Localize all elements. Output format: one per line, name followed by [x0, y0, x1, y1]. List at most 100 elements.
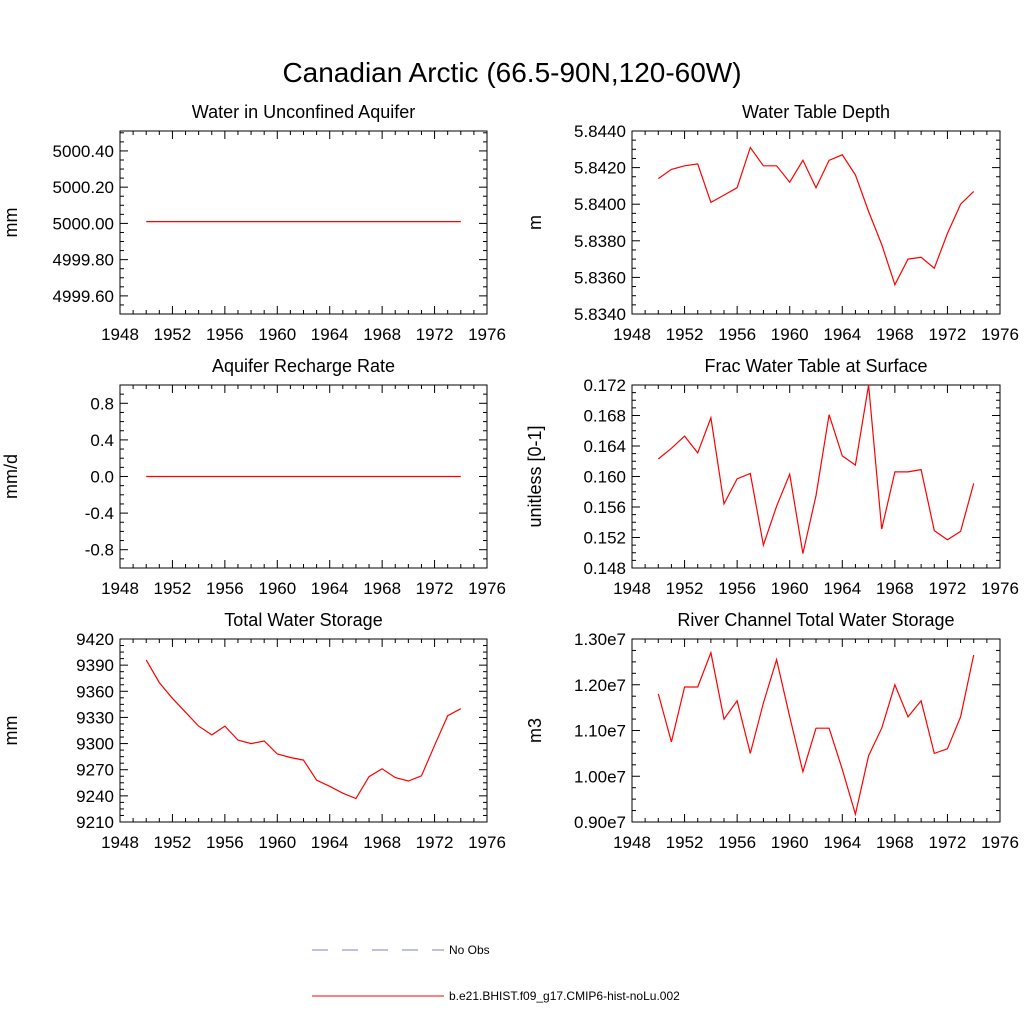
- frac-water-table-at-surface-ytick-label: 0.168: [583, 407, 626, 426]
- total-water-storage-xtick-label: 1948: [101, 833, 139, 852]
- river-channel-total-water-storage-xtick-label: 1948: [613, 833, 651, 852]
- frac-water-table-at-surface-ytick-label: 0.156: [583, 498, 626, 517]
- frac-water-table-at-surface-xtick-label: 1972: [929, 579, 967, 598]
- frac-water-table-at-surface-xtick-label: 1956: [718, 579, 756, 598]
- panel-water-in-unconfined-aquifer: Water in Unconfined Aquifer 1948 1952 1956 1…: [1, 102, 506, 344]
- water-table-depth-series-line: [657, 146, 975, 287]
- river-channel-total-water-storage-ytick-label: 1.10e7: [574, 722, 626, 741]
- water-table-depth-ytick-label: 5.8360: [574, 268, 626, 287]
- water-table-depth-ylabel: m: [525, 215, 545, 230]
- water-in-unconfined-aquifer-xtick-label: 1960: [258, 325, 296, 344]
- frac-water-table-at-surface-ytick-label: 0.172: [583, 376, 626, 395]
- water-in-unconfined-aquifer-xtick-label: 1968: [363, 325, 401, 344]
- aquifer-recharge-rate-xtick-label: 1968: [363, 579, 401, 598]
- water-in-unconfined-aquifer-xtick-label: 1976: [468, 325, 506, 344]
- total-water-storage-series-line: [145, 659, 462, 800]
- frac-water-table-at-surface-plot-frame: [631, 384, 1001, 569]
- river-channel-total-water-storage-xtick-label: 1952: [666, 833, 704, 852]
- frac-water-table-at-surface-xtick-label: 1948: [613, 579, 651, 598]
- water-in-unconfined-aquifer-ytick-label: 5000.20: [53, 178, 114, 197]
- river-channel-total-water-storage-title: River Channel Total Water Storage: [677, 610, 954, 630]
- aquifer-recharge-rate-ytick-label: -0.8: [85, 541, 114, 560]
- panel-river-channel-total-water-storage: River Channel Total Water Storage 1948 195…: [525, 610, 1019, 852]
- river-channel-total-water-storage-series-line: [657, 650, 975, 817]
- water-in-unconfined-aquifer-plot-frame: [119, 130, 488, 315]
- water-table-depth-ytick-label: 5.8380: [574, 232, 626, 251]
- aquifer-recharge-rate-xtick-label: 1960: [258, 579, 296, 598]
- frac-water-table-at-surface-xtick-label: 1952: [666, 579, 704, 598]
- water-in-unconfined-aquifer-xtick-label: 1964: [311, 325, 349, 344]
- river-channel-total-water-storage-plot-frame: [631, 638, 1001, 823]
- water-table-depth-xtick-label: 1952: [666, 325, 704, 344]
- water-in-unconfined-aquifer-ytick-label: 5000.00: [53, 214, 114, 233]
- aquifer-recharge-rate-ytick-label: -0.4: [85, 504, 114, 523]
- aquifer-recharge-rate-xtick-label: 1964: [311, 579, 349, 598]
- water-table-depth-ytick-label: 5.8440: [574, 122, 626, 141]
- frac-water-table-at-surface-xtick-label: 1968: [876, 579, 914, 598]
- total-water-storage-ytick-label: 9300: [76, 735, 114, 754]
- aquifer-recharge-rate-xtick-label: 1976: [468, 579, 506, 598]
- total-water-storage-ytick-label: 9390: [76, 656, 114, 675]
- legend-label-model: b.e21.BHIST.f09_g17.CMIP6-hist-noLu.002: [449, 989, 680, 1003]
- water-table-depth-xtick-label: 1956: [718, 325, 756, 344]
- panel-frac-water-table-at-surface: Frac Water Table at Surface 1948 1952 1956 1…: [525, 356, 1019, 598]
- total-water-storage-ytick-label: 9210: [76, 813, 114, 832]
- water-table-depth-xtick-label: 1972: [929, 325, 967, 344]
- frac-water-table-at-surface-title: Frac Water Table at Surface: [704, 356, 927, 376]
- water-in-unconfined-aquifer-ytick-label: 5000.40: [53, 142, 114, 161]
- total-water-storage-xtick-label: 1976: [468, 833, 506, 852]
- water-table-depth-title: Water Table Depth: [742, 102, 890, 122]
- total-water-storage-xtick-label: 1960: [258, 833, 296, 852]
- water-table-depth-xtick-label: 1976: [981, 325, 1019, 344]
- aquifer-recharge-rate-xtick-label: 1956: [206, 579, 244, 598]
- frac-water-table-at-surface-series-line: [657, 384, 975, 554]
- river-channel-total-water-storage-xtick-label: 1960: [771, 833, 809, 852]
- river-channel-total-water-storage-ytick-label: 1.20e7: [574, 676, 626, 695]
- water-table-depth-ytick-label: 5.8340: [574, 305, 626, 324]
- total-water-storage-title: Total Water Storage: [224, 610, 382, 630]
- water-in-unconfined-aquifer-xtick-label: 1948: [101, 325, 139, 344]
- frac-water-table-at-surface-ylabel: unitless [0-1]: [525, 425, 545, 527]
- total-water-storage-xtick-label: 1964: [311, 833, 349, 852]
- water-table-depth-ytick-label: 5.8400: [574, 195, 626, 214]
- water-in-unconfined-aquifer-ytick-label: 4999.60: [53, 287, 114, 306]
- aquifer-recharge-rate-title: Aquifer Recharge Rate: [212, 356, 395, 376]
- aquifer-recharge-rate-xtick-label: 1952: [154, 579, 192, 598]
- water-in-unconfined-aquifer-title: Water in Unconfined Aquifer: [192, 102, 415, 122]
- total-water-storage-ytick-label: 9330: [76, 708, 114, 727]
- river-channel-total-water-storage-ytick-label: 1.30e7: [574, 630, 626, 649]
- river-channel-total-water-storage-xtick-label: 1968: [876, 833, 914, 852]
- frac-water-table-at-surface-xtick-label: 1976: [981, 579, 1019, 598]
- legend: No Obs b.e21.BHIST.f09_g17.CMIP6-hist-no…: [312, 943, 680, 1003]
- water-in-unconfined-aquifer-xtick-label: 1956: [206, 325, 244, 344]
- total-water-storage-plot-frame: [119, 638, 488, 823]
- total-water-storage-ylabel: mm: [1, 716, 21, 746]
- water-table-depth-xtick-label: 1964: [823, 325, 861, 344]
- total-water-storage-ytick-label: 9270: [76, 761, 114, 780]
- aquifer-recharge-rate-ylabel: mm/d: [1, 454, 21, 499]
- panel-aquifer-recharge-rate: Aquifer Recharge Rate 1948 1952 1956 1960 196…: [1, 356, 506, 598]
- total-water-storage-xtick-label: 1952: [154, 833, 192, 852]
- river-channel-total-water-storage-ylabel: m3: [525, 718, 545, 743]
- frac-water-table-at-surface-ytick-label: 0.160: [583, 468, 626, 487]
- panel-water-table-depth: Water Table Depth 1948 1952 1956 1960 1964 196…: [525, 102, 1019, 344]
- water-in-unconfined-aquifer-ytick-label: 4999.80: [53, 251, 114, 270]
- water-table-depth-xtick-label: 1968: [876, 325, 914, 344]
- aquifer-recharge-rate-xtick-label: 1972: [416, 579, 454, 598]
- legend-label-no-obs: No Obs: [449, 943, 490, 957]
- aquifer-recharge-rate-ytick-label: 0.8: [90, 394, 114, 413]
- total-water-storage-ytick-label: 9360: [76, 682, 114, 701]
- frac-water-table-at-surface-xtick-label: 1964: [823, 579, 861, 598]
- figure-title: Canadian Arctic (66.5-90N,120-60W): [282, 57, 741, 88]
- total-water-storage-ytick-label: 9240: [76, 787, 114, 806]
- frac-water-table-at-surface-ytick-label: 0.164: [583, 437, 626, 456]
- total-water-storage-xtick-label: 1968: [363, 833, 401, 852]
- aquifer-recharge-rate-xtick-label: 1948: [101, 579, 139, 598]
- total-water-storage-ytick-label: 9420: [76, 630, 114, 649]
- water-table-depth-xtick-label: 1960: [771, 325, 809, 344]
- water-in-unconfined-aquifer-xtick-label: 1952: [154, 325, 192, 344]
- total-water-storage-xtick-label: 1956: [206, 833, 244, 852]
- panel-total-water-storage: Total Water Storage 1948 1952 1956 1960 1964 1…: [1, 610, 506, 852]
- total-water-storage-xtick-label: 1972: [416, 833, 454, 852]
